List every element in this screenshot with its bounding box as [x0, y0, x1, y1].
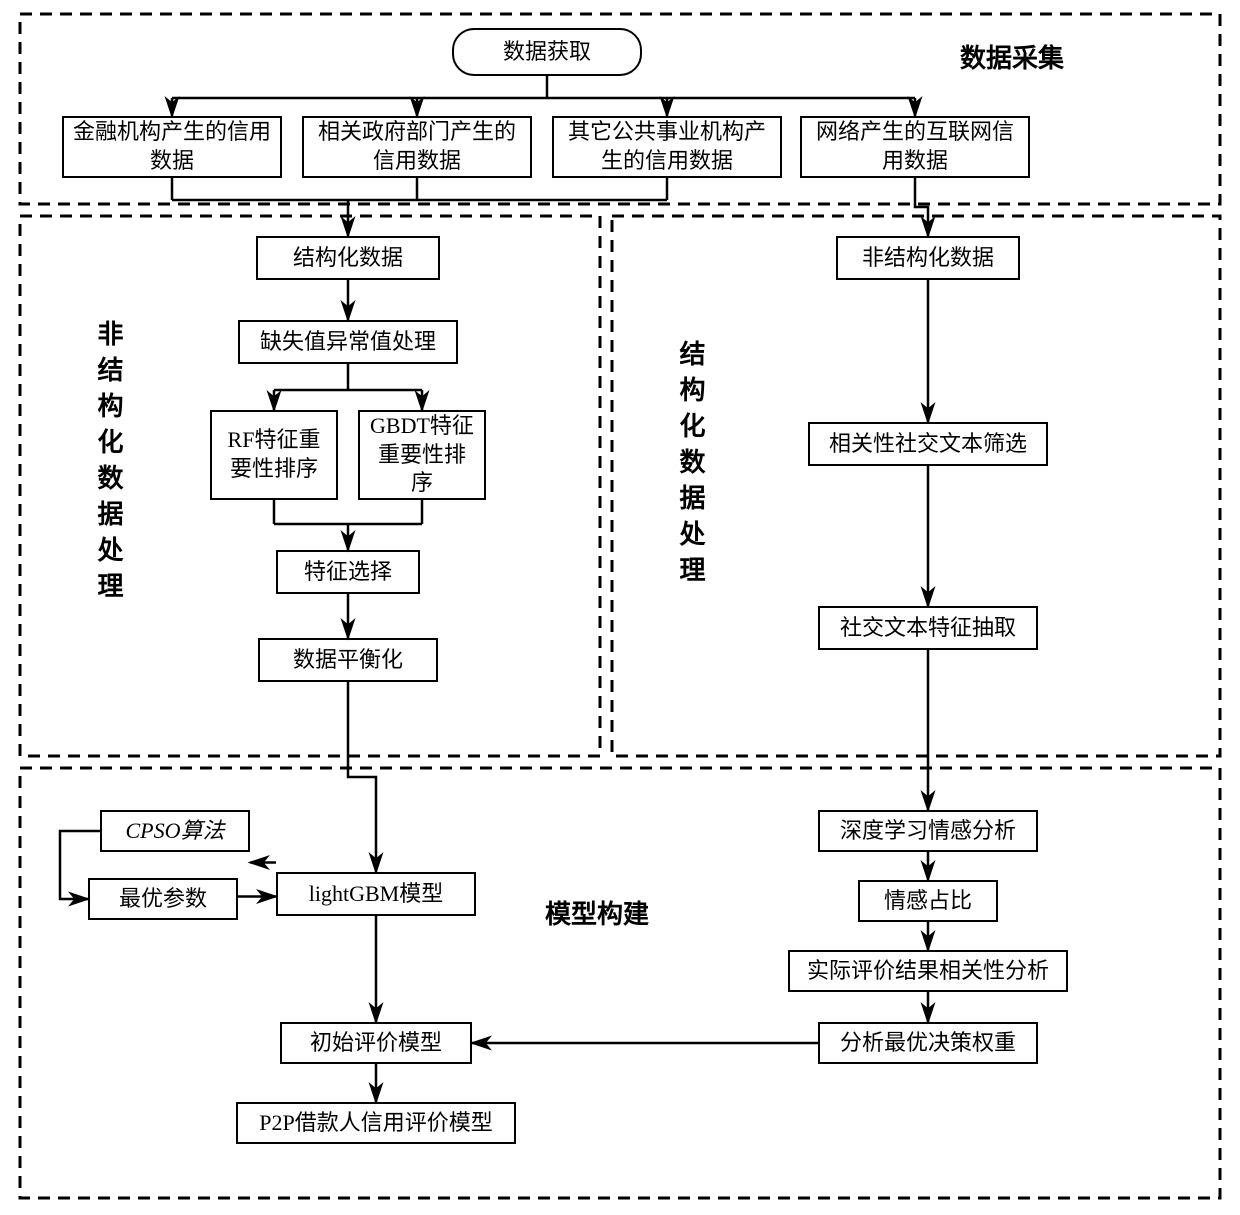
node-n6: 缺失值异常值处理	[238, 320, 458, 364]
node-n9: 特征选择	[276, 550, 420, 594]
node-n11: 非结构化数据	[836, 236, 1020, 280]
node-n17: 深度学习情感分析	[818, 810, 1038, 852]
section-label: 数据采集	[960, 38, 1064, 75]
node-n10: 数据平衡化	[258, 638, 438, 682]
node-n16: lightGBM模型	[276, 872, 476, 916]
node-n2: 相关政府部门产生的信用数据	[302, 116, 532, 178]
node-n4: 网络产生的互联网信用数据	[800, 116, 1030, 178]
node-n0: 数据获取	[452, 28, 642, 76]
section-label: 非结构化数据处理	[90, 320, 127, 608]
node-n18: 情感占比	[858, 880, 998, 922]
node-n19: 实际评价结果相关性分析	[788, 950, 1068, 992]
node-n22: P2P借款人信用评价模型	[236, 1102, 516, 1144]
node-n14: CPSO算法	[100, 810, 250, 852]
node-n12: 相关性社交文本筛选	[808, 422, 1048, 466]
node-n21: 初始评价模型	[280, 1022, 472, 1064]
node-n1: 金融机构产生的信用数据	[62, 116, 282, 178]
node-n8: GBDT特征重要性排序	[358, 410, 486, 500]
section-label: 模型构建	[545, 894, 649, 931]
node-n3: 其它公共事业机构产生的信用数据	[552, 116, 782, 178]
section-label: 结构化数据处理	[672, 340, 709, 592]
node-n13: 社交文本特征抽取	[818, 606, 1038, 650]
node-n15: 最优参数	[88, 878, 238, 920]
node-n20: 分析最优决策权重	[818, 1022, 1038, 1064]
node-n5: 结构化数据	[256, 236, 440, 280]
node-n7: RF特征重要性排序	[210, 410, 338, 500]
